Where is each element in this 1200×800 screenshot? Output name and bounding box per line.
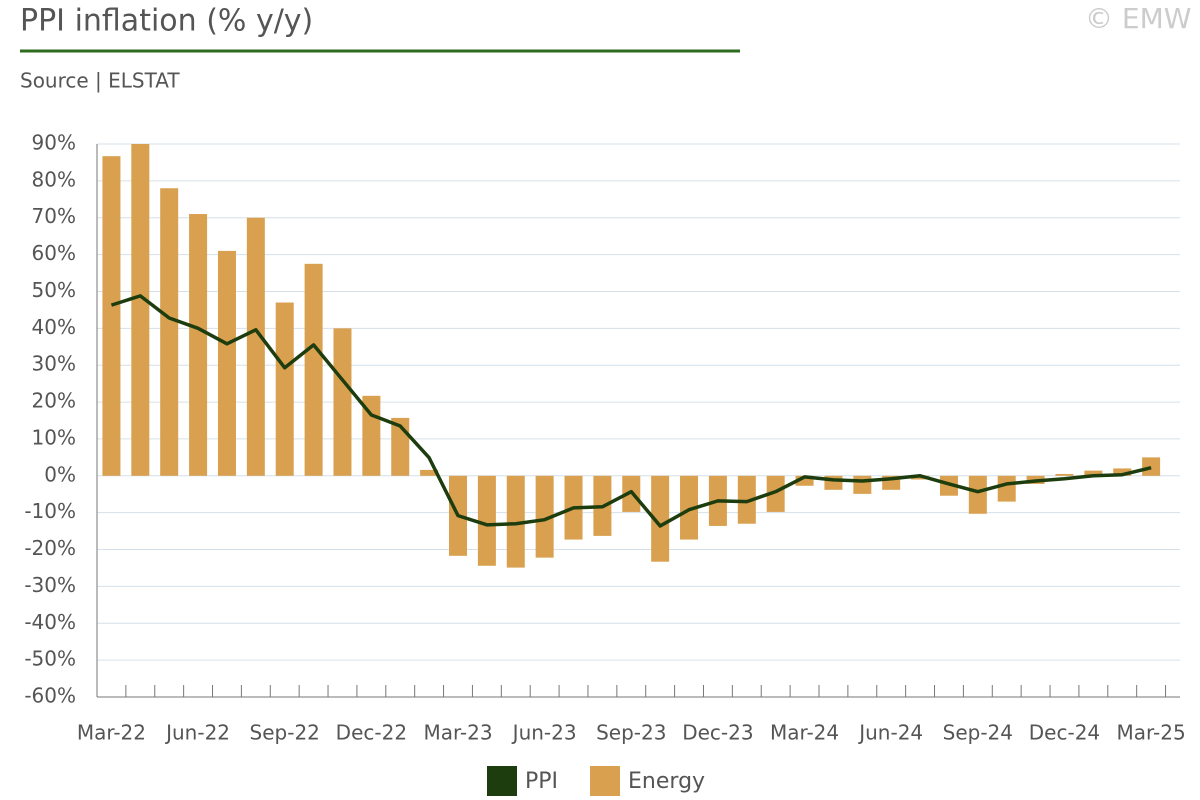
bar: [506, 475, 525, 568]
bar: [333, 328, 352, 476]
x-tick-label: Jun-24: [857, 721, 923, 745]
x-tick-label: Dec-23: [682, 721, 753, 745]
chart-subtitle: Source | ELSTAT: [20, 69, 180, 93]
x-tick-label: Sep-22: [250, 721, 320, 745]
legend-label: Energy: [628, 769, 705, 794]
bar: [651, 475, 670, 562]
y-tick-label: -60%: [24, 684, 76, 708]
x-tick-label: Jun-22: [164, 721, 230, 745]
x-tick-label: Mar-23: [423, 721, 492, 745]
y-tick-label: 40%: [32, 315, 76, 339]
y-tick-label: 20%: [32, 389, 76, 413]
y-tick-label: 80%: [32, 167, 76, 191]
bar: [968, 475, 987, 514]
bar: [1084, 470, 1103, 476]
y-tick-label: 90%: [32, 131, 76, 155]
bar: [217, 250, 236, 476]
y-tick-label: 10%: [32, 425, 76, 449]
x-tick-label: Sep-23: [596, 721, 666, 745]
bar: [680, 475, 699, 540]
x-tick-label: Mar-25: [1117, 721, 1186, 745]
chart-title: PPI inflation (% y/y): [20, 4, 313, 39]
legend-swatch: [590, 766, 621, 796]
bar: [766, 475, 785, 512]
x-tick-label: Jun-23: [511, 721, 577, 745]
y-tick-label: 0%: [44, 462, 76, 486]
bar: [420, 469, 439, 476]
bar: [131, 144, 150, 476]
bar: [1142, 457, 1161, 476]
bar: [275, 302, 294, 476]
bar: [304, 263, 323, 476]
y-tick-label: 50%: [32, 278, 76, 302]
x-tick-label: Dec-22: [336, 721, 407, 745]
bar: [102, 156, 121, 476]
y-tick-label: -50%: [24, 647, 76, 671]
y-tick-label: -20%: [24, 536, 76, 560]
bar: [535, 475, 554, 558]
y-tick-label: 70%: [32, 204, 76, 228]
bar: [795, 475, 814, 486]
bar: [853, 475, 872, 494]
line: [110, 294, 1152, 528]
y-tick-label: 30%: [32, 352, 76, 376]
bar: [911, 475, 930, 480]
bar: [1055, 473, 1074, 476]
x-tick-label: Sep-24: [943, 721, 1013, 745]
bar: [477, 475, 496, 566]
bar: [1113, 468, 1132, 476]
x-tick-label: Dec-24: [1029, 721, 1100, 745]
bar: [160, 188, 179, 476]
copyright: © EMW: [1085, 2, 1191, 35]
legend-label: PPI: [525, 769, 558, 794]
y-tick-label: -30%: [24, 573, 76, 597]
y-tick-label: -10%: [24, 499, 76, 523]
y-tick-label: 60%: [32, 241, 76, 265]
legend-swatch: [487, 766, 517, 796]
bar: [246, 217, 265, 476]
bar: [997, 475, 1016, 502]
bar: [189, 214, 208, 476]
x-tick-label: Mar-24: [770, 721, 839, 745]
x-tick-label: Mar-22: [77, 721, 146, 745]
y-tick-label: -40%: [24, 610, 76, 634]
bar: [939, 475, 958, 496]
